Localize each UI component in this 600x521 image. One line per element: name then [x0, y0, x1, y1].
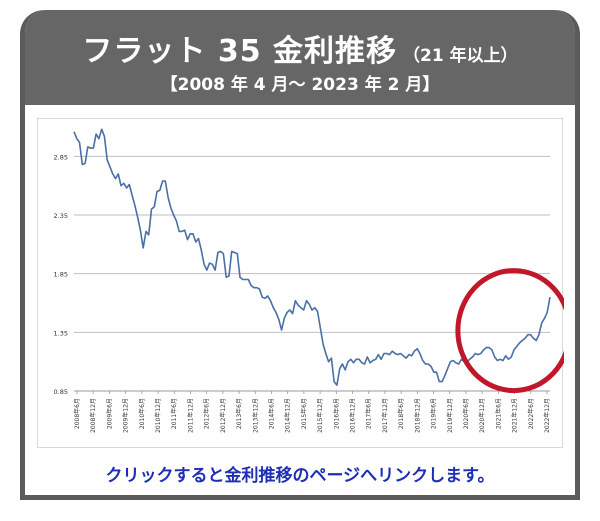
link-to-rate-history[interactable]: クリックすると金利推移のページへリンクします。 [105, 466, 495, 486]
x-tick-label: 2011年6月 [170, 398, 178, 429]
x-tick-label: 2015年12月 [316, 398, 324, 433]
rate-chart: 0.85 1.35 1.85 2.35 2.85 2008年6月 2008年12月 2009年… [37, 118, 564, 448]
x-tick-label: 2016年12月 [349, 398, 357, 433]
x-tick-label: 2017年12月 [381, 398, 389, 433]
x-tick-label: 2014年6月 [267, 398, 275, 429]
x-tick-label: 2013年12月 [251, 398, 259, 433]
x-tick-label: 2009年12月 [122, 398, 130, 433]
x-tick-label: 2016年6月 [332, 398, 340, 429]
rate-series-line [73, 128, 551, 386]
chart-card[interactable]: フラット 35 金利推移 （21 年以上） 【2008 年 4 月～ 2023 年… [20, 10, 580, 500]
x-tick-label: 2010年6月 [138, 398, 146, 429]
x-tick-label: 2022年6月 [527, 398, 535, 429]
x-tick-label: 2022年12月 [543, 398, 551, 433]
title-main: フラット 35 金利推移 [82, 34, 398, 69]
x-tick-label: 2013年6月 [235, 398, 243, 429]
x-tick-label: 2010年12月 [154, 398, 162, 433]
header: フラット 35 金利推移 （21 年以上） 【2008 年 4 月～ 2023 年… [25, 10, 575, 105]
x-tick-label: 2008年6月 [73, 398, 81, 429]
x-tick-label: 2019年12月 [446, 398, 454, 433]
y-tick-label: 1.85 [54, 271, 68, 279]
x-tick-label: 2011年12月 [186, 398, 194, 433]
x-tick-label: 2020年12月 [478, 398, 486, 433]
x-tick-label: 2014年12月 [284, 398, 292, 433]
x-tick-label: 2015年6月 [300, 398, 308, 429]
x-tick-label: 2021年12月 [511, 398, 519, 433]
x-tick-label: 2012年12月 [219, 398, 227, 433]
title-sub: （21 年以上） [403, 46, 518, 66]
x-tick-label: 2020年6月 [462, 398, 470, 429]
x-tick-label: 2009年6月 [105, 398, 113, 429]
x-tick-label: 2018年6月 [397, 398, 405, 429]
x-tick-label: 2017年6月 [365, 398, 373, 429]
rate-chart-svg: 0.85 1.35 1.85 2.35 2.85 2008年6月 2008年12月 2009年… [54, 128, 564, 433]
x-tick-label: 2012年6月 [203, 398, 211, 429]
period-label: 【2008 年 4 月～ 2023 年 2 月】 [160, 75, 440, 95]
x-tick-label: 2021年6月 [494, 398, 502, 429]
x-tick-label: 2019年6月 [430, 398, 438, 429]
x-tick-label: 2008年12月 [89, 398, 97, 433]
page-title: フラット 35 金利推移 （21 年以上） [25, 26, 575, 70]
y-tick-label: 0.85 [54, 388, 68, 396]
x-tick-label: 2018年12月 [413, 398, 421, 433]
highlight-circle [455, 268, 564, 394]
y-tick-label: 1.35 [54, 329, 68, 337]
y-tick-label: 2.85 [54, 153, 68, 161]
y-tick-label: 2.35 [54, 212, 68, 220]
